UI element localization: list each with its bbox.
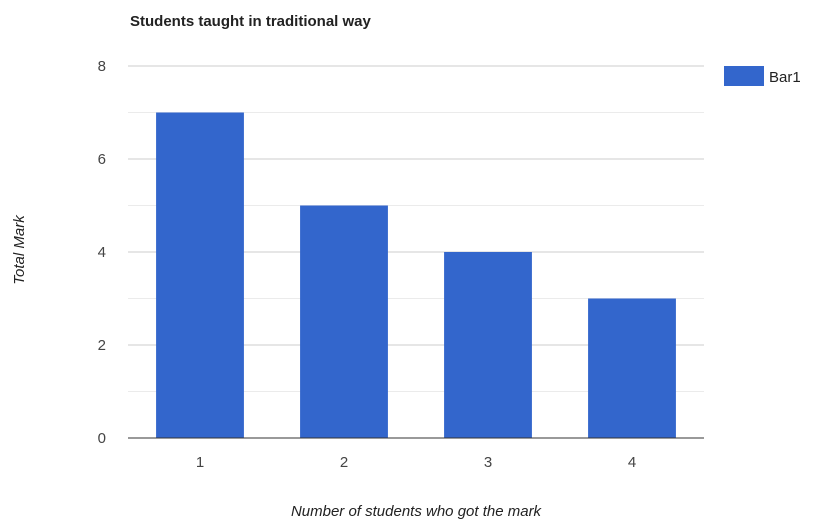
legend: Bar1 (724, 66, 801, 86)
y-axis-ticks: 0 2 4 6 8 (98, 58, 106, 447)
x-tick-label: 4 (628, 454, 636, 471)
bar (156, 112, 244, 438)
bars (156, 112, 676, 438)
x-tick-label: 2 (340, 454, 348, 471)
x-tick-label: 1 (196, 454, 204, 471)
legend-label: Bar1 (769, 69, 801, 86)
y-tick-label: 6 (98, 151, 106, 168)
bar (588, 298, 676, 438)
x-axis-label: Number of students who got the mark (291, 503, 543, 520)
y-axis-label: Total Mark (11, 214, 28, 285)
x-tick-label: 3 (484, 454, 492, 471)
y-tick-label: 2 (98, 337, 106, 354)
bar (300, 205, 388, 438)
bar (444, 252, 532, 438)
legend-swatch (724, 66, 764, 86)
y-tick-label: 4 (98, 244, 106, 261)
y-tick-label: 0 (98, 430, 106, 447)
chart-title: Students taught in traditional way (130, 13, 372, 30)
y-tick-label: 8 (98, 58, 106, 75)
x-axis-ticks: 1 2 3 4 (196, 454, 636, 471)
